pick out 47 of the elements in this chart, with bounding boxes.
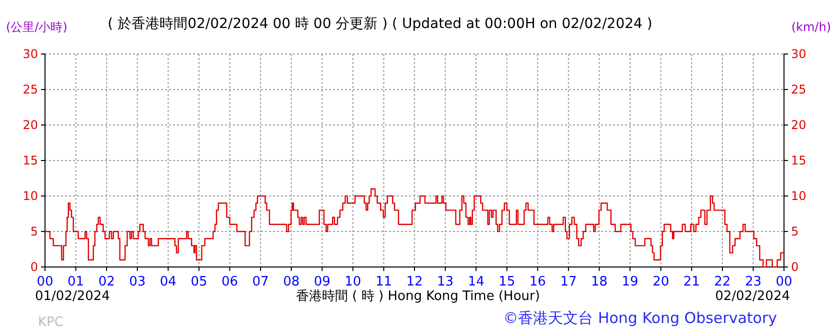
y-tick-label: 20 [22,118,38,132]
x-tick-label: 00 [36,274,54,290]
x-tick-label: 05 [190,274,208,290]
x-tick-label: 08 [283,274,300,290]
x-tick-label: 04 [160,274,176,290]
x-tick-label: 13 [437,274,454,290]
x-tick-label: 06 [221,274,238,290]
x-tick-label: 17 [560,274,577,290]
x-tick-label: 21 [683,274,700,290]
y2-tick-label: 25 [791,82,806,96]
x-tick-label: 10 [344,274,362,290]
y2-tick-label: 0 [791,260,799,274]
x-tick-label: 19 [622,274,638,290]
y2-tick-label: 15 [791,153,806,168]
x-tick-label: 23 [744,274,762,290]
y2-tick-label: 20 [791,118,806,132]
x-tick-label: 15 [498,274,516,290]
x-tick-label: 18 [590,274,608,290]
y-tick-label: 5 [30,224,38,238]
x-axis-title: 香港時間 ( 時 ) Hong Kong Time (Hour) [296,289,540,304]
y-axis-title: (公里/小時) [6,20,68,34]
y2-tick-label: 30 [791,46,806,61]
y2-axis-title: (km/h) [791,20,831,34]
x-tick-label: 11 [375,274,392,290]
y-tick-label: 25 [22,82,38,96]
x-tick-label: 12 [406,274,423,290]
y-tick-label: 0 [30,260,38,274]
x-tick-label: 16 [529,274,546,290]
text: KPC [38,315,64,330]
y-tick-label: 15 [22,153,38,168]
x-tick-label: 07 [252,274,269,290]
y-tick-label: 10 [22,188,38,203]
text: 01/02/2024 [35,289,110,304]
y2-tick-label: 10 [791,188,806,203]
text: ©香港天文台 Hong Kong Observatory [503,309,778,327]
y2-tick-label: 5 [791,224,799,238]
x-tick-label: 03 [129,274,146,290]
y-tick-label: 30 [22,46,38,61]
x-tick-label: 01 [68,274,84,290]
text: 02/02/2024 [715,289,790,304]
chart-title: ( 於香港時間02/02/2024 00 時 00 分更新 ) ( Updated at 00:00H on 02/02/2024 ) [108,16,652,32]
x-tick-label: 00 [776,274,792,290]
x-tick-label: 09 [314,274,330,290]
x-tick-label: 02 [98,274,115,290]
x-tick-label: 14 [468,274,484,290]
x-tick-label: 22 [714,274,731,290]
x-tick-label: 20 [652,274,670,290]
